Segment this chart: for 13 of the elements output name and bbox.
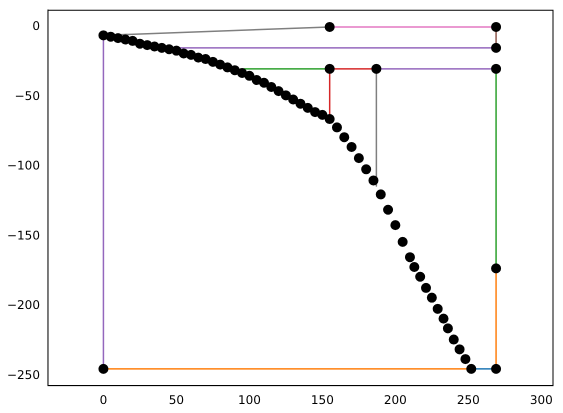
x-tick-label: 50: [168, 392, 184, 407]
y-tick-label: −50: [14, 88, 40, 103]
y-tick-label: −100: [6, 158, 40, 173]
x-tick-label: 100: [238, 392, 261, 407]
y-tick-label: −250: [6, 368, 40, 382]
x-tick-label: 150: [310, 392, 334, 407]
y-tick-label: −200: [6, 298, 40, 312]
y-tick-label: −150: [6, 228, 40, 242]
x-tick-label: 200: [384, 392, 407, 407]
y-tick-label: 0: [32, 19, 40, 34]
x-tick-label: 0: [100, 392, 108, 407]
x-tick-label: 250: [456, 392, 480, 407]
x-tick-label: 300: [530, 392, 553, 407]
